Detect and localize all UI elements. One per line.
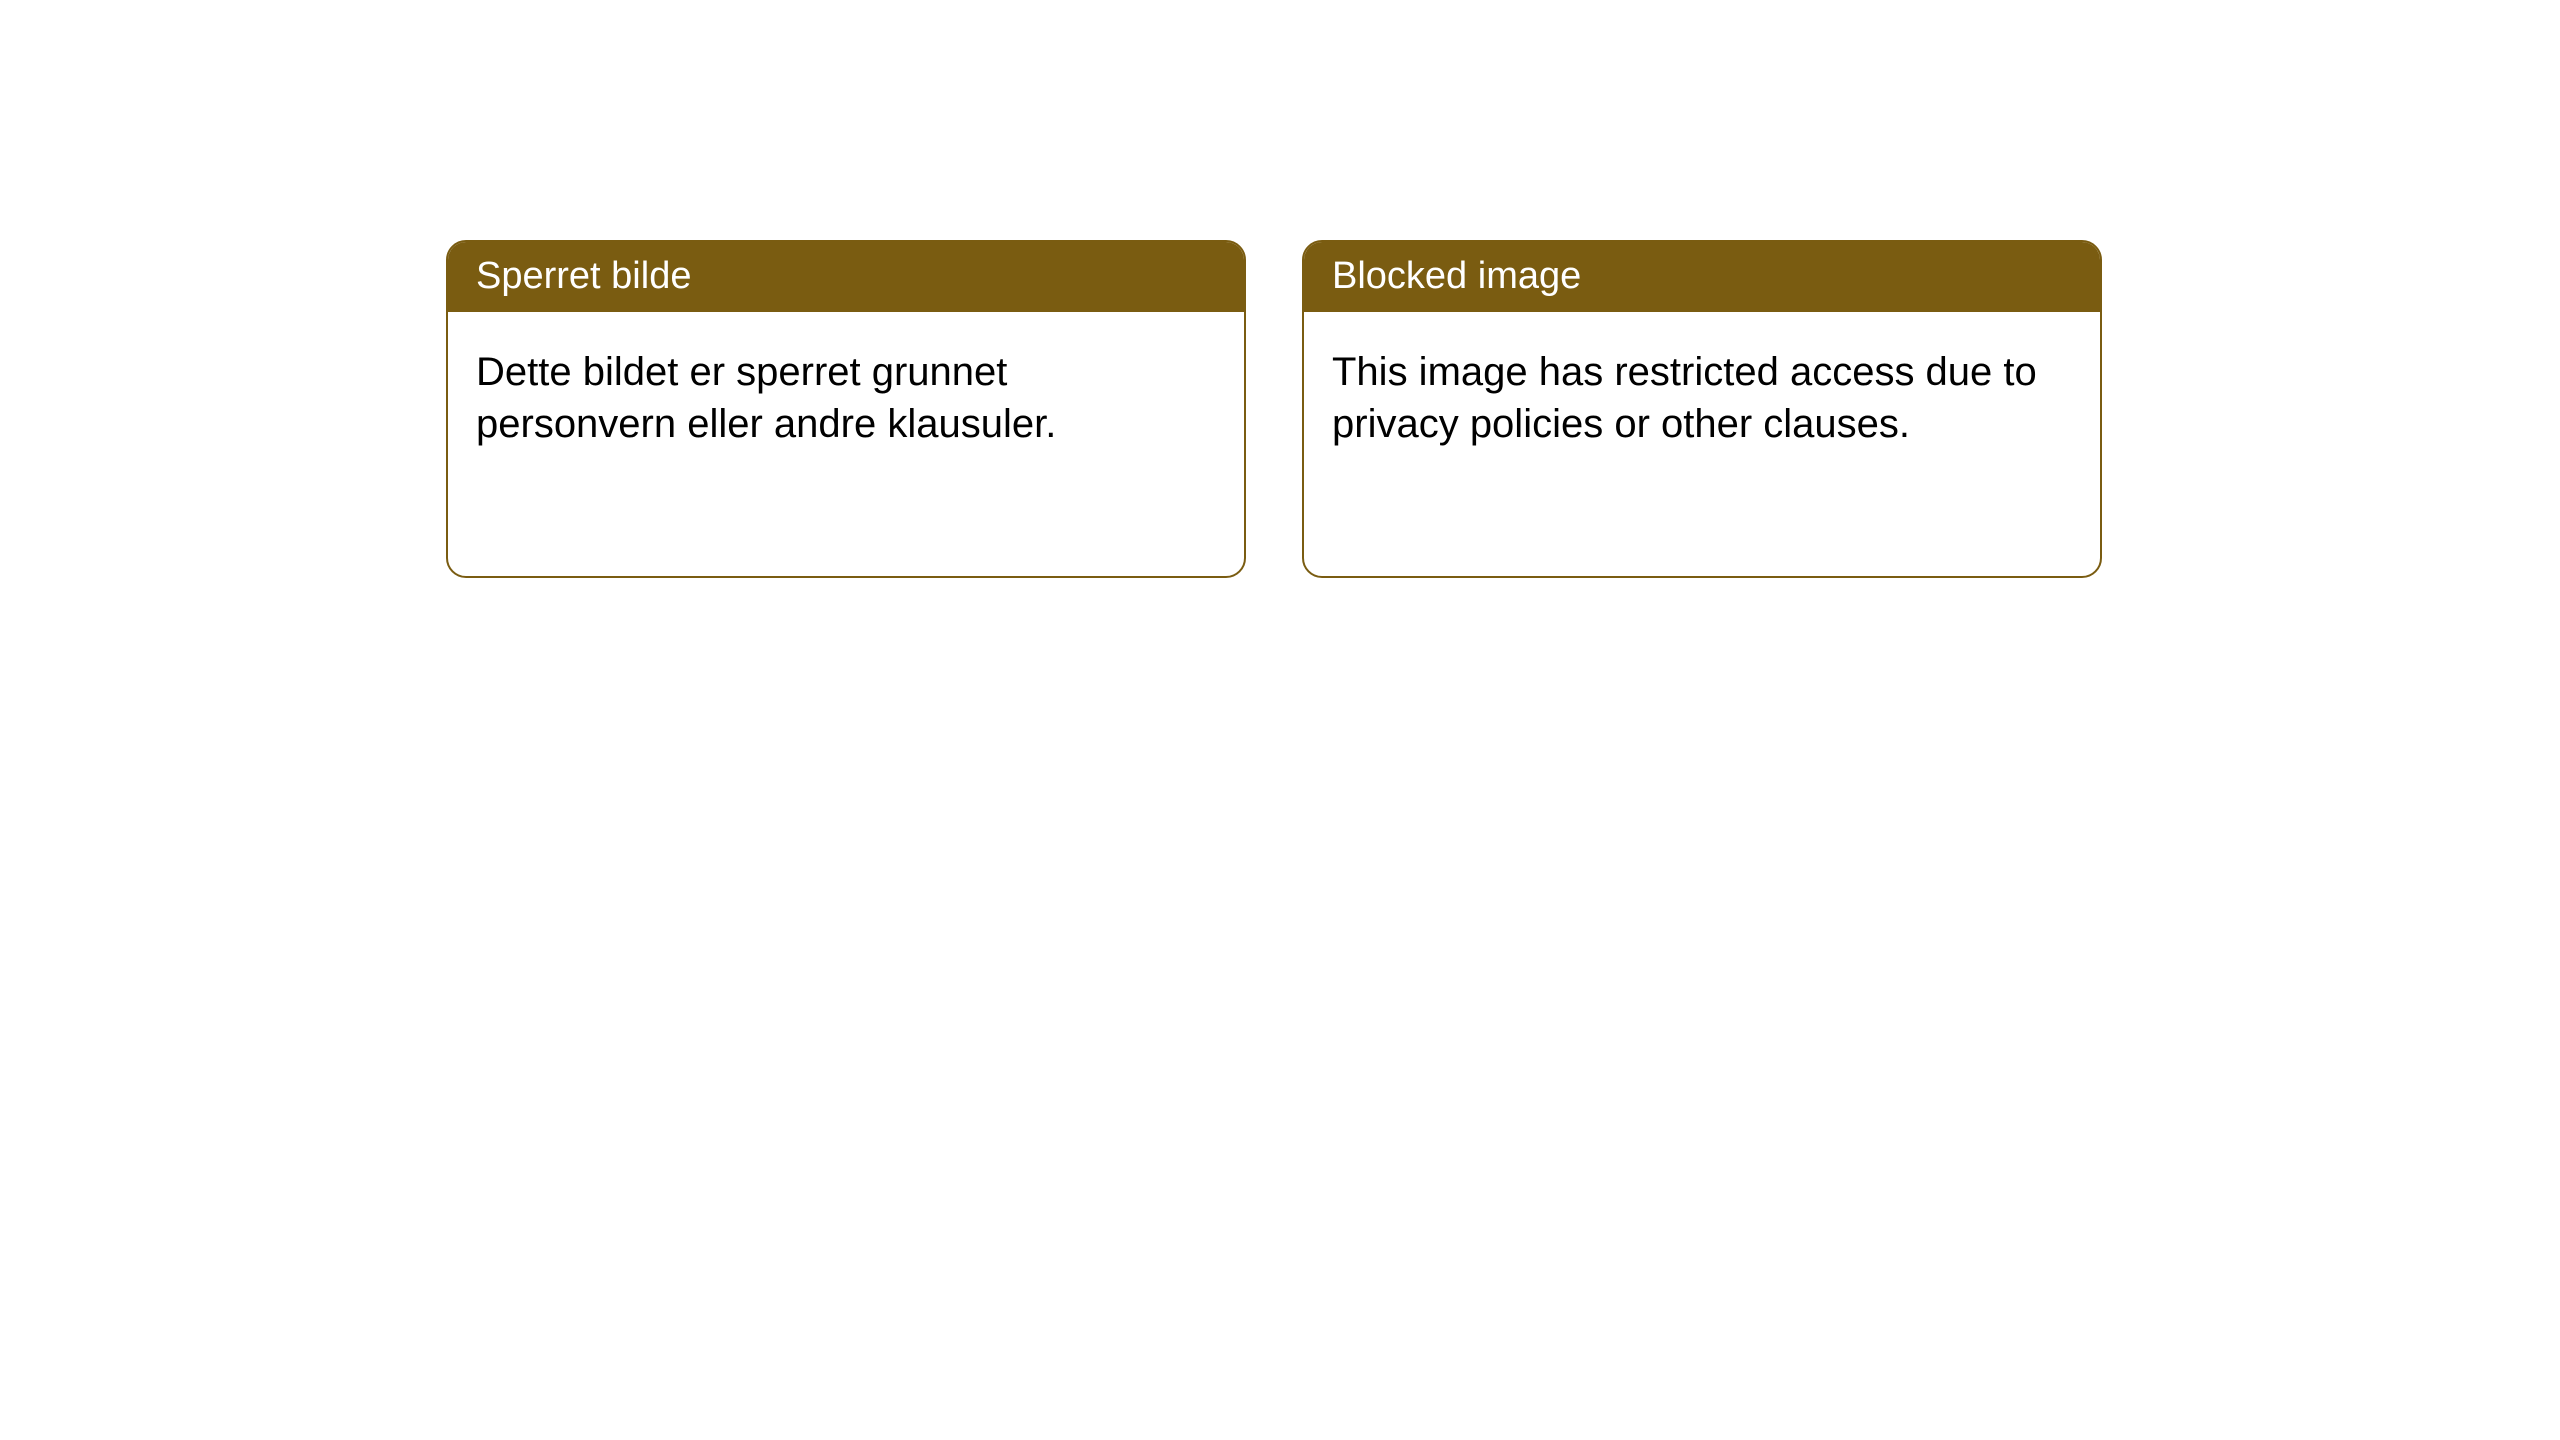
notice-header: Sperret bilde [448,242,1244,312]
notice-header: Blocked image [1304,242,2100,312]
notice-body: This image has restricted access due to … [1304,312,2100,484]
notice-card-no: Sperret bilde Dette bildet er sperret gr… [446,240,1246,578]
notice-body: Dette bildet er sperret grunnet personve… [448,312,1244,484]
notice-container: Sperret bilde Dette bildet er sperret gr… [446,240,2102,578]
notice-card-en: Blocked image This image has restricted … [1302,240,2102,578]
